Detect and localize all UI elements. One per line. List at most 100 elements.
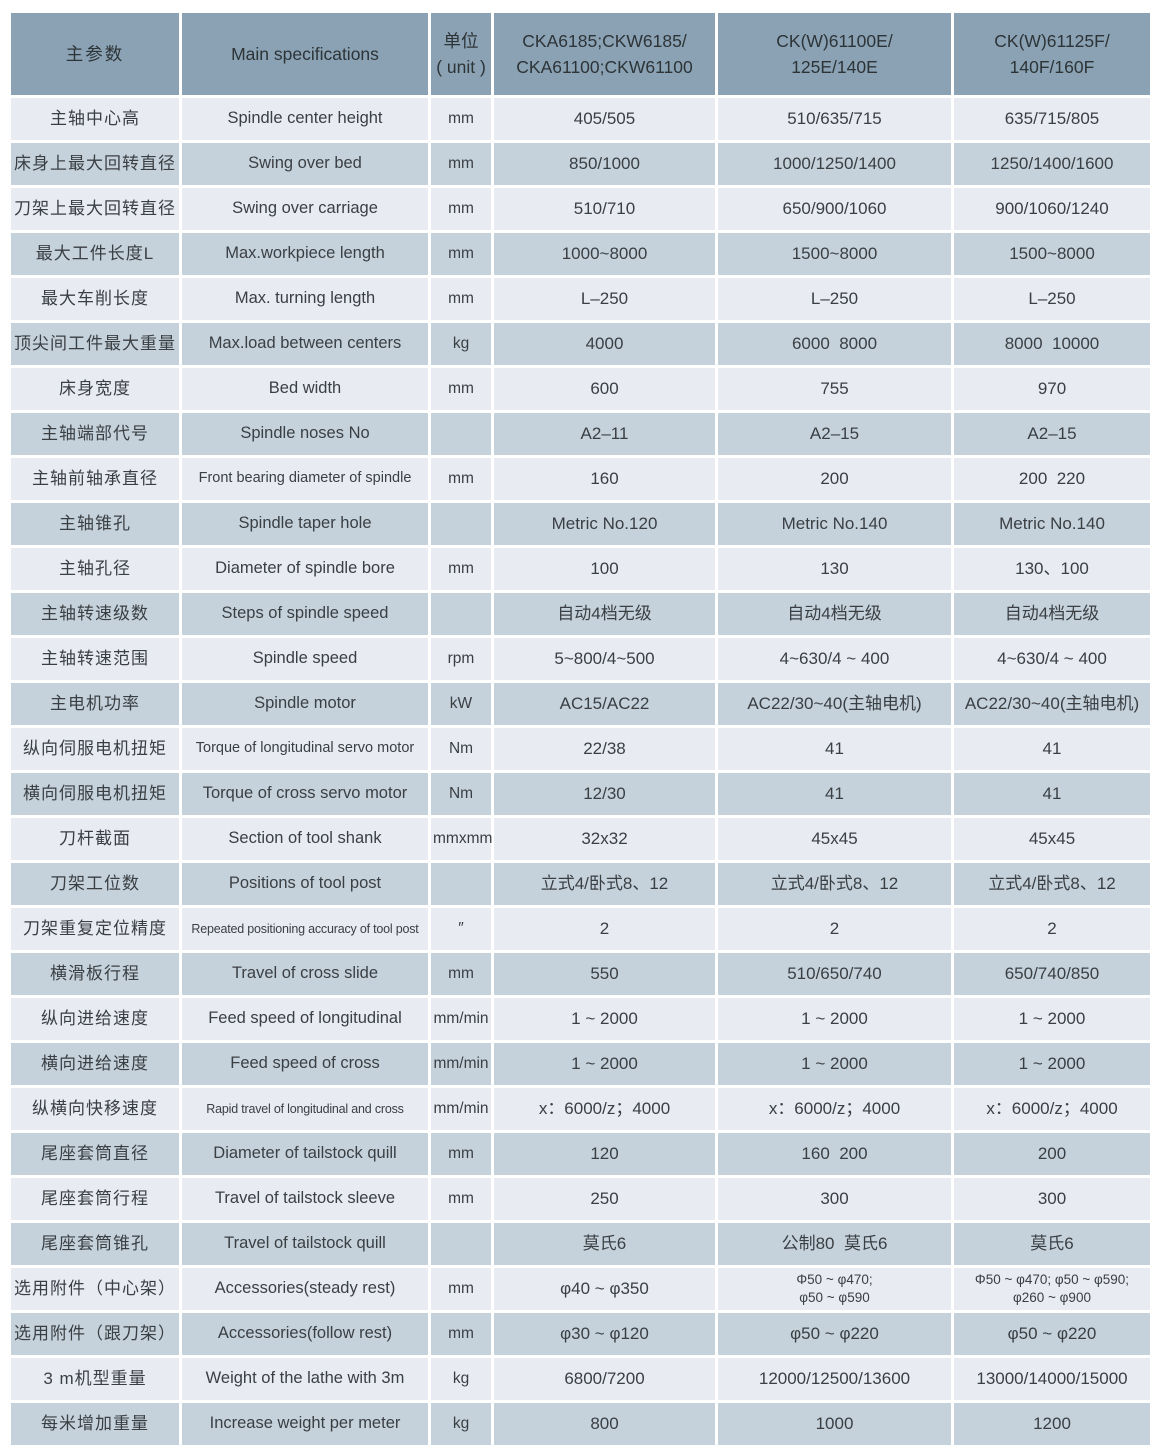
spec-name-cell: Positions of tool post <box>182 863 428 905</box>
spec-name-cell: Spindle motor <box>182 683 428 725</box>
spec-row: 3 m机型重量 Weight of the lathe with 3m kg 6800… <box>11 1358 1150 1400</box>
unit-cell: mm <box>431 368 491 410</box>
param-name-cell: 横向进给速度 <box>11 1043 179 1085</box>
spec-name-cell: Swing over bed <box>182 143 428 185</box>
spec-name-cell: Travel of cross slide <box>182 953 428 995</box>
unit-cell: mm <box>431 278 491 320</box>
param-name-cell: 纵向伺服电机扭矩 <box>11 728 179 770</box>
unit-cell: mmxmm <box>431 818 492 860</box>
value-cell-model2: 立式4/卧式8、12 <box>718 863 951 905</box>
unit-cell <box>431 1223 491 1265</box>
value-cell-model1: 1000~8000 <box>494 233 715 275</box>
param-name-cell: 选用附件（中心架） <box>11 1268 179 1310</box>
value-cell-model1: Metric No.120 <box>494 503 715 545</box>
value-cell-model2: A2–15 <box>718 413 951 455</box>
spec-row: 主轴中心高 Spindle center height mm 405/505 510/6… <box>11 98 1150 140</box>
spec-name-cell: Swing over carriage <box>182 188 428 230</box>
unit-cell: mm <box>431 233 491 275</box>
value-cell-model2: φ50 ~ φ220 <box>718 1313 951 1355</box>
value-cell-model3: 1 ~ 2000 <box>954 1043 1150 1085</box>
value-cell-model2: 6000 8000 <box>718 323 951 365</box>
spec-name-cell: Front bearing diameter of spindle <box>182 458 428 500</box>
spec-row: 主轴转速级数 Steps of spindle speed 自动4档无级 自动4档无级… <box>11 593 1150 635</box>
spec-row: 刀架工位数 Positions of tool post 立式4/卧式8、12 立式4… <box>11 863 1150 905</box>
value-cell-model1: A2–11 <box>494 413 715 455</box>
value-cell-model3: 1500~8000 <box>954 233 1150 275</box>
value-cell-model1: 250 <box>494 1178 715 1220</box>
param-name-cell: 主电机功率 <box>11 683 179 725</box>
value-cell-model2: x：6000/z；4000 <box>718 1088 951 1130</box>
value-cell-model1: φ30 ~ φ120 <box>494 1313 715 1355</box>
spec-name-cell: Bed width <box>182 368 428 410</box>
value-cell-model3: 莫氏6 <box>954 1223 1150 1265</box>
value-cell-model3: 1 ~ 2000 <box>954 998 1150 1040</box>
value-cell-model1: 550 <box>494 953 715 995</box>
param-name-cell: 主轴锥孔 <box>11 503 179 545</box>
spec-name-cell: Travel of tailstock quill <box>182 1223 428 1265</box>
unit-cell <box>431 593 491 635</box>
value-cell-model2: 1 ~ 2000 <box>718 1043 951 1085</box>
value-cell-model3: 200 220 <box>954 458 1150 500</box>
value-cell-model3: 立式4/卧式8、12 <box>954 863 1150 905</box>
unit-cell: mm/min <box>431 1043 491 1085</box>
value-cell-model1: 600 <box>494 368 715 410</box>
param-name-cell: 尾座套筒行程 <box>11 1178 179 1220</box>
value-cell-model3: 635/715/805 <box>954 98 1150 140</box>
value-cell-model3: 13000/14000/15000 <box>954 1358 1150 1400</box>
value-cell-model3: 650/740/850 <box>954 953 1150 995</box>
value-cell-model2: L–250 <box>718 278 951 320</box>
spec-name-cell: Repeated positioning accuracy of tool po… <box>182 908 428 950</box>
spec-name-cell: Torque of longitudinal servo motor <box>182 728 428 770</box>
value-cell-model1: 510/710 <box>494 188 715 230</box>
value-cell-model3: 900/1060/1240 <box>954 188 1150 230</box>
param-name-cell: 床身上最大回转直径 <box>11 143 179 185</box>
spec-row: 刀架上最大回转直径 Swing over carriage mm 510/710 650… <box>11 188 1150 230</box>
value-cell-model1: 800 <box>494 1403 715 1445</box>
spec-name-cell: Section of tool shank <box>182 818 428 860</box>
unit-cell: mm <box>431 1313 491 1355</box>
spec-name-cell: Spindle taper hole <box>182 503 428 545</box>
value-cell-model3: 41 <box>954 728 1150 770</box>
col-header-model-group-1: CKA6185;CKW6185/ CKA61100;CKW61100 <box>494 13 715 95</box>
spec-name-cell: Accessories(steady rest) <box>182 1268 428 1310</box>
spec-name-cell: Diameter of spindle bore <box>182 548 428 590</box>
unit-cell: mm <box>431 1178 491 1220</box>
unit-cell: kg <box>431 1403 491 1445</box>
value-cell-model2: AC22/30~40(主轴电机) <box>718 683 951 725</box>
value-cell-model2: 4~630/4 ~ 400 <box>718 638 951 680</box>
spec-row: 主轴端部代号 Spindle noses No A2–11 A2–15 A2–15 <box>11 413 1150 455</box>
spec-table-body: 主轴中心高 Spindle center height mm 405/505 510/6… <box>11 98 1150 1445</box>
value-cell-model2: Φ50 ~ φ470; φ50 ~ φ590 <box>718 1268 951 1310</box>
value-cell-model1: 850/1000 <box>494 143 715 185</box>
spec-row: 纵横向快移速度 Rapid travel of longitudinal and … <box>11 1088 1150 1130</box>
value-cell-model2: 1 ~ 2000 <box>718 998 951 1040</box>
value-cell-model3: AC22/30~40(主轴电机) <box>954 683 1150 725</box>
value-cell-model3: 970 <box>954 368 1150 410</box>
value-cell-model1: 自动4档无级 <box>494 593 715 635</box>
param-name-cell: 主轴孔径 <box>11 548 179 590</box>
spec-name-cell: Max.load between centers <box>182 323 428 365</box>
value-cell-model2: 41 <box>718 728 951 770</box>
value-cell-model3: 45x45 <box>954 818 1150 860</box>
spec-row: 主电机功率 Spindle motor kW AC15/AC22 AC22/30~40(… <box>11 683 1150 725</box>
spec-name-cell: Steps of spindle speed <box>182 593 428 635</box>
value-cell-model1: 405/505 <box>494 98 715 140</box>
param-name-cell: 主轴前轴承直径 <box>11 458 179 500</box>
param-name-cell: 主轴中心高 <box>11 98 179 140</box>
param-name-cell: 主轴端部代号 <box>11 413 179 455</box>
spec-name-cell: Max. turning length <box>182 278 428 320</box>
value-cell-model3: 2 <box>954 908 1150 950</box>
unit-cell: mm/min <box>431 998 491 1040</box>
value-cell-model3: Metric No.140 <box>954 503 1150 545</box>
param-name-cell: 每米增加重量 <box>11 1403 179 1445</box>
unit-cell: mm <box>431 98 491 140</box>
value-cell-model2: 160 200 <box>718 1133 951 1175</box>
unit-cell: kg <box>431 323 491 365</box>
spec-row: 尾座套筒锥孔 Travel of tailstock quill 莫氏6 公制80 莫… <box>11 1223 1150 1265</box>
spec-row: 横向进给速度 Feed speed of cross mm/min 1 ~ 2000 1… <box>11 1043 1150 1085</box>
spec-row: 主轴前轴承直径 Front bearing diameter of spindle… <box>11 458 1150 500</box>
spec-name-cell: Feed speed of longitudinal <box>182 998 428 1040</box>
param-name-cell: 床身宽度 <box>11 368 179 410</box>
spec-name-cell: Spindle speed <box>182 638 428 680</box>
unit-cell: mm/min <box>431 1088 491 1130</box>
